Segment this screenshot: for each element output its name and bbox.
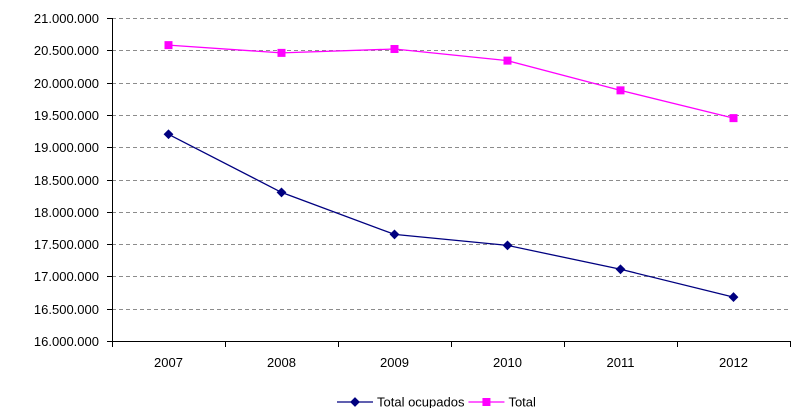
legend-item-total: Total (468, 395, 536, 410)
series-total (164, 41, 738, 123)
axes: 16.000.000 16.500.000 17.000.000 17.500.000… (34, 11, 791, 370)
legend-marker-total (482, 398, 491, 406)
data-point-total (390, 45, 399, 54)
legend: Total ocupados Total (337, 395, 536, 410)
data-point-total (164, 41, 173, 50)
y-tick-label: 19.000.000 (34, 140, 99, 155)
data-point-total-ocupados (728, 292, 739, 302)
y-tick-label: 20.500.000 (34, 43, 99, 58)
series-total-ocupados (163, 129, 739, 302)
legend-marker-total-ocupados (350, 397, 360, 407)
legend-label-total-ocupados: Total ocupados (377, 395, 465, 409)
x-tick-label: 2007 (154, 355, 183, 370)
data-point-total-ocupados (502, 240, 513, 251)
y-tick-label: 17.000.000 (34, 269, 99, 284)
y-tick-label: 19.500.000 (34, 108, 99, 123)
legend-label-total: Total (508, 395, 536, 409)
data-point-total (503, 56, 512, 65)
data-point-total (729, 114, 738, 123)
y-tick-label: 20.000.000 (34, 76, 99, 91)
legend-item-total-ocupados: Total ocupados (337, 395, 465, 410)
x-tick-label: 2012 (719, 355, 748, 370)
series-line-total (168, 44, 734, 119)
data-point-total-ocupados (615, 264, 626, 275)
y-tick-label: 21.000.000 (34, 11, 99, 26)
y-tick-label: 16.500.000 (34, 302, 99, 317)
x-tick-label: 2009 (380, 355, 409, 370)
x-tick-label: 2008 (267, 355, 296, 370)
data-point-total (616, 86, 625, 95)
x-tick-label: 2011 (607, 355, 635, 370)
y-tick-label: 17.500.000 (34, 237, 99, 252)
y-tick-label: 18.500.000 (34, 173, 99, 188)
series-line-total-ocupados (168, 133, 734, 298)
grid-lines (112, 18, 790, 310)
data-point-total-ocupados (389, 229, 400, 240)
x-tick-label: 2010 (493, 355, 522, 370)
data-point-total (277, 48, 286, 57)
data-point-total-ocupados (276, 187, 287, 198)
series (163, 41, 739, 302)
y-tick-label: 18.000.000 (34, 205, 99, 220)
data-point-total-ocupados (163, 129, 174, 140)
y-tick-label: 16.000.000 (34, 334, 99, 349)
